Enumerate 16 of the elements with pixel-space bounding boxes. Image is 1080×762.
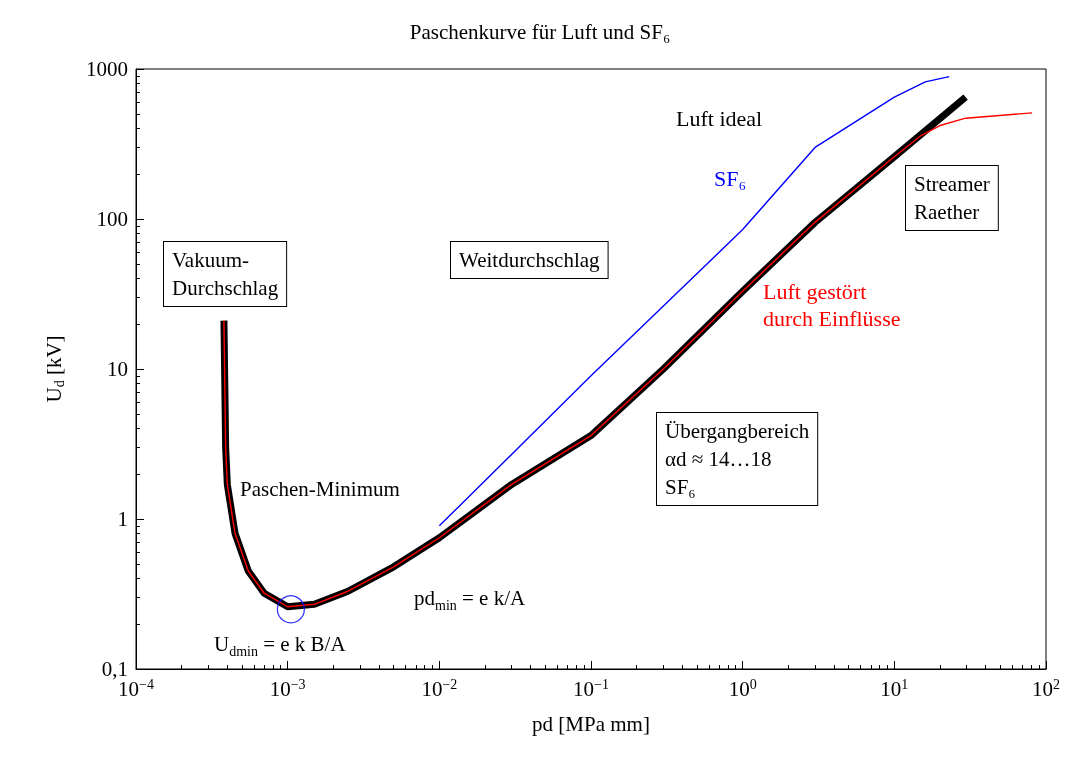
annotation: Vakuum- Durchschlag	[172, 248, 279, 300]
annotation: Übergangbereich αd ≈ 14…18 SF₆	[665, 419, 810, 499]
chart-title: Paschenkurve für Luft und SF₆	[409, 19, 671, 44]
series-label: SF₆	[714, 166, 747, 191]
y-tick-label: 1000	[86, 57, 128, 81]
x-axis-title: pd [MPa mm]	[532, 711, 650, 736]
annotation: Weitdurchschlag	[459, 248, 601, 272]
annotation: Streamer Raether	[914, 172, 990, 224]
y-tick-label: 100	[96, 207, 128, 231]
y-tick-label: 10	[107, 357, 128, 381]
y-axis-title: Ud [kV]	[42, 335, 67, 403]
annotation: Paschen-Minimum	[240, 477, 400, 501]
text: Luft ideal	[676, 106, 763, 131]
y-tick-label: 0,1	[101, 657, 128, 681]
y-tick-label: 1	[117, 507, 128, 531]
series-label: Luft gestört durch Einflüsse	[763, 279, 901, 331]
